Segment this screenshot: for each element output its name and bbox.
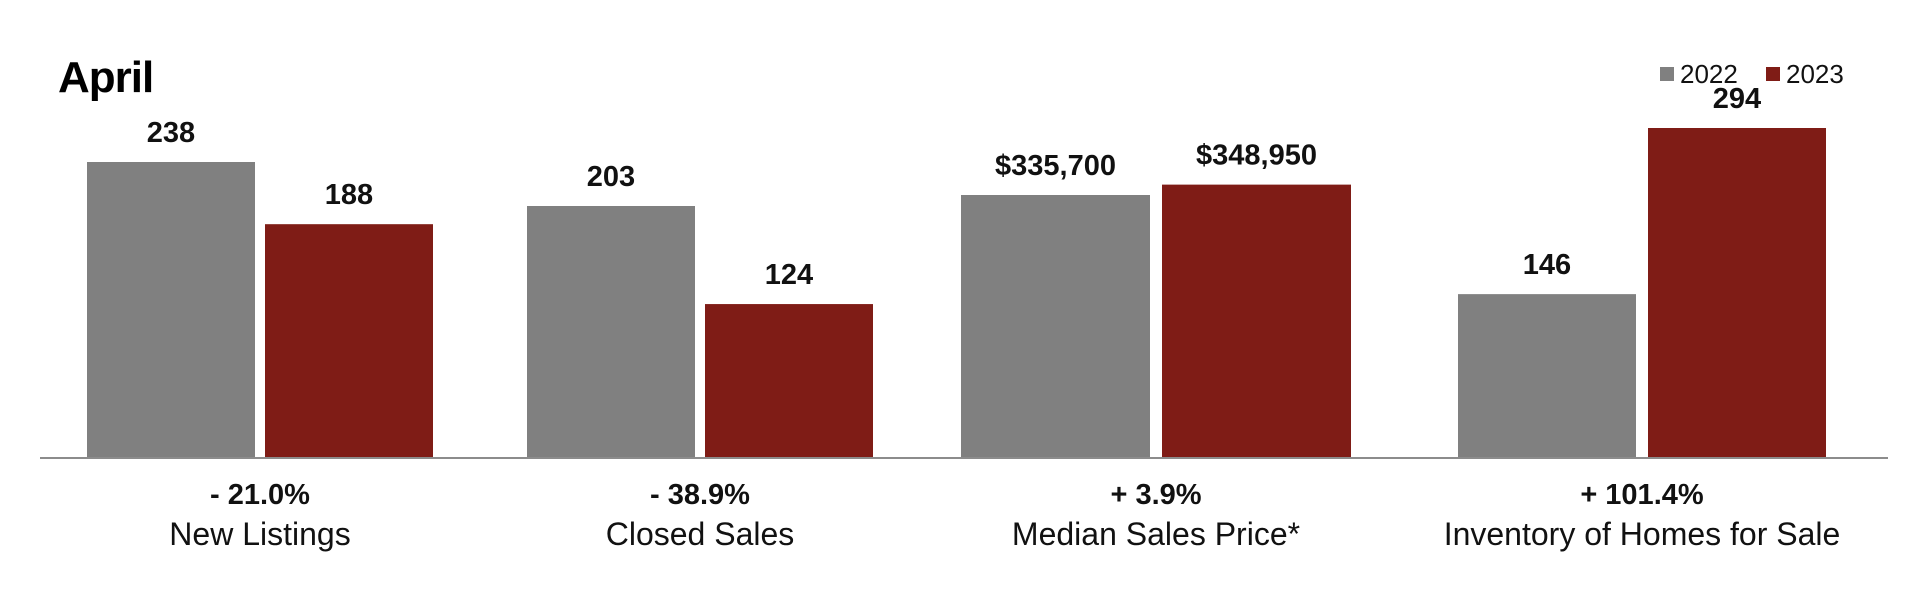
data-label-2023-1: 124 xyxy=(765,259,813,291)
legend: 2022 2023 xyxy=(1660,59,1844,89)
category-label-0: New Listings xyxy=(169,516,350,552)
data-label-2022-1: 203 xyxy=(587,161,635,193)
data-label-2022-2: $335,700 xyxy=(995,150,1116,182)
data-label-2022-0: 238 xyxy=(147,117,195,149)
category-label-1: Closed Sales xyxy=(606,516,795,552)
bar-2023-1 xyxy=(705,304,873,458)
percent-change-2: + 3.9% xyxy=(1110,479,1201,511)
data-label-2022-3: 146 xyxy=(1523,249,1571,281)
chart-title: April xyxy=(58,53,153,102)
bar-2022-0 xyxy=(87,162,255,458)
category-label-3: Inventory of Homes for Sale xyxy=(1444,516,1841,552)
legend-swatch-2023 xyxy=(1766,67,1780,81)
bar-2023-3 xyxy=(1648,128,1826,458)
legend-swatch-2022 xyxy=(1660,67,1674,81)
bar-2022-2 xyxy=(961,195,1150,458)
percent-change-3: + 101.4% xyxy=(1580,479,1704,511)
percent-change-0: - 21.0% xyxy=(210,479,310,511)
bar-2023-0 xyxy=(265,224,433,458)
bar-group: 238 188 203 124 $335,700 $348,950 146 294 xyxy=(87,83,1826,458)
legend-label-2022: 2022 xyxy=(1680,59,1738,89)
category-label-2: Median Sales Price* xyxy=(1012,516,1300,552)
percent-change-1: - 38.9% xyxy=(650,479,750,511)
bar-2023-2 xyxy=(1162,184,1351,458)
bar-2022-3 xyxy=(1458,294,1636,458)
legend-label-2023: 2023 xyxy=(1786,59,1844,89)
bar-2022-1 xyxy=(527,206,695,458)
data-label-2023-0: 188 xyxy=(325,179,373,211)
data-label-2023-2: $348,950 xyxy=(1196,140,1317,172)
data-label-2023-3: 294 xyxy=(1713,83,1761,115)
category-labels: - 21.0% New Listings - 38.9% Closed Sales + … xyxy=(169,479,1840,552)
